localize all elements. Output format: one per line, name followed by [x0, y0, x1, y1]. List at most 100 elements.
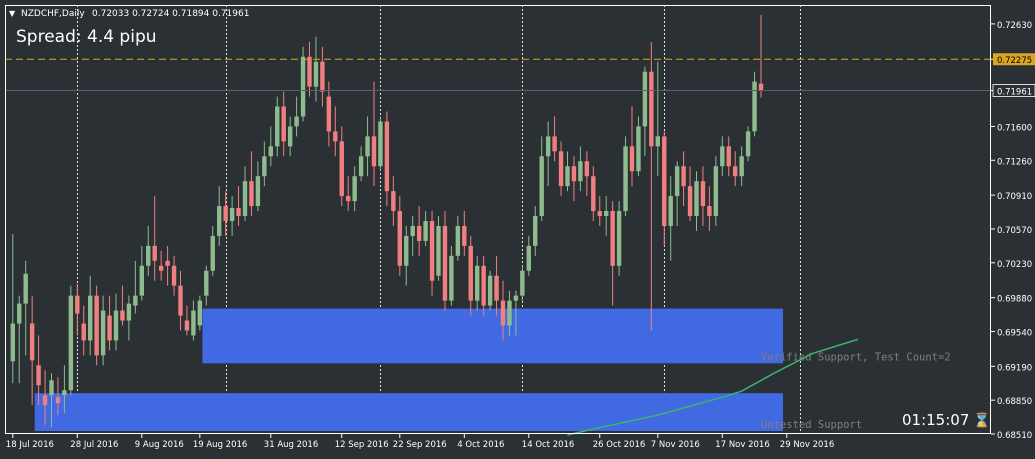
candle-body	[69, 296, 73, 391]
candle-body	[165, 261, 169, 266]
candle	[739, 146, 743, 186]
candle	[107, 296, 111, 351]
candle	[217, 186, 221, 246]
candle-body	[527, 246, 531, 271]
x-tick-label: 14 Oct 2016	[522, 440, 575, 450]
candle-body	[449, 256, 453, 301]
candle	[256, 161, 260, 211]
candle	[681, 151, 685, 206]
candle-body	[475, 266, 479, 301]
candle-body	[94, 296, 98, 356]
candle-body	[398, 211, 402, 266]
candle-body	[565, 166, 569, 186]
candle-body	[340, 141, 344, 196]
y-tick-label-bid: 0.71961	[997, 88, 1032, 98]
candle	[178, 271, 182, 331]
support-zone-label: Verified Support, Test Count=2	[761, 351, 951, 363]
candle	[288, 116, 292, 156]
x-tick-label: 4 Oct 2016	[457, 440, 504, 450]
candle-body	[585, 161, 589, 176]
candle-body	[404, 236, 408, 266]
axes: 0.726300.722750.719610.716000.712600.709…	[6, 6, 1035, 451]
candle	[24, 261, 28, 356]
collapse-arrow-icon[interactable]: ▼	[9, 9, 16, 18]
support-zone-rect[interactable]	[202, 309, 783, 364]
candle-body	[301, 57, 305, 117]
hourglass-icon: ⌛	[973, 412, 990, 429]
candle-body	[501, 301, 505, 326]
candle	[404, 226, 408, 286]
candle-body	[604, 211, 608, 216]
candle	[720, 136, 724, 176]
candle	[462, 211, 466, 256]
candle	[707, 186, 711, 231]
candle-body	[701, 181, 705, 206]
x-tick-label: 17 Nov 2016	[715, 440, 769, 450]
candle-body	[759, 84, 763, 91]
candle-body	[662, 136, 666, 226]
y-tick-label: 0.70910	[997, 192, 1032, 202]
candle	[552, 116, 556, 161]
candle	[82, 306, 86, 356]
candle-body	[507, 301, 511, 326]
candle-body	[462, 226, 466, 246]
candle	[752, 72, 756, 137]
candle-body	[36, 365, 40, 385]
candle	[146, 226, 150, 276]
candle	[759, 15, 763, 98]
candle-body	[327, 97, 331, 132]
candle-body	[24, 274, 28, 304]
candle-body	[294, 116, 298, 126]
candle-body	[49, 380, 53, 395]
candle	[423, 211, 427, 246]
candle-body	[82, 324, 86, 341]
candle	[114, 294, 118, 351]
x-tick-label: 19 Aug 2016	[193, 440, 247, 450]
candle-body	[75, 296, 79, 314]
candle	[585, 151, 589, 196]
candle-body	[236, 208, 240, 216]
candle	[436, 216, 440, 281]
candle-body	[178, 286, 182, 316]
candle	[378, 116, 382, 171]
candle	[359, 146, 363, 181]
candle	[617, 201, 621, 276]
y-tick-label: 0.72630	[997, 21, 1032, 31]
candle	[11, 234, 15, 383]
candle-body	[643, 72, 647, 127]
x-tick-label: 7 Nov 2016	[651, 440, 700, 450]
candle-body	[249, 181, 253, 206]
candle-body	[727, 146, 731, 166]
candle	[411, 216, 415, 256]
candle	[243, 166, 247, 221]
candle	[475, 256, 479, 311]
candle-body	[275, 107, 279, 147]
candle	[94, 286, 98, 366]
candle-body	[617, 211, 621, 266]
candle-body	[681, 166, 685, 186]
candle	[198, 296, 202, 331]
candle	[333, 107, 337, 157]
candle	[365, 116, 369, 176]
candle-body	[146, 246, 150, 266]
candle-body	[133, 296, 137, 306]
candle-body	[185, 321, 189, 331]
candle	[578, 146, 582, 191]
candle	[527, 236, 531, 276]
candles	[11, 15, 764, 427]
candle	[307, 42, 311, 97]
y-tick-label: 0.69190	[997, 363, 1032, 373]
candle	[598, 196, 602, 226]
candle-body	[243, 181, 247, 216]
candle	[223, 191, 227, 236]
candle-body	[11, 324, 15, 362]
candle	[185, 306, 189, 336]
candle-body	[378, 121, 382, 166]
candle	[727, 136, 731, 176]
candle	[714, 156, 718, 226]
candle	[17, 296, 21, 384]
candle-body	[30, 324, 34, 361]
